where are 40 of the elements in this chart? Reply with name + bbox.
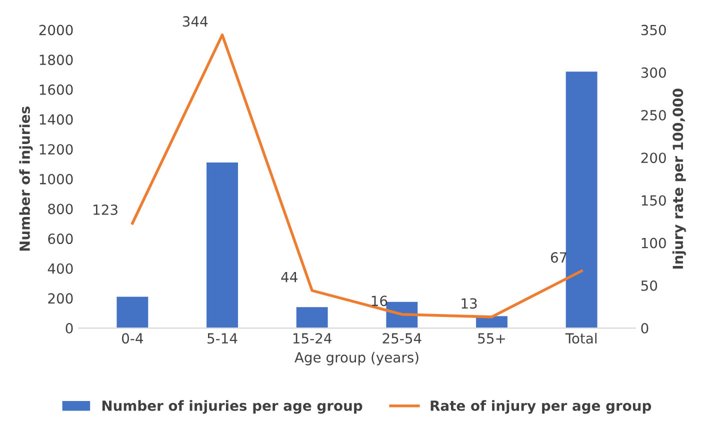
y2-tick-label: 300 (641, 67, 666, 78)
y2-tick-label: 150 (642, 195, 666, 206)
line-series (131, 34, 583, 318)
y2-tick-label: 0 (641, 322, 648, 334)
data-label: 16 (372, 296, 388, 306)
y-tick-label: 1200 (40, 144, 73, 155)
bar (566, 72, 598, 328)
bar (296, 307, 328, 328)
y-axis-title: Number of injuries (19, 106, 33, 251)
x-axis-title: Age group (years) (294, 352, 418, 366)
y-tick-label: 600 (48, 234, 73, 244)
y2-axis-title: Injury rate per 100,000 (672, 88, 686, 269)
x-tick-label: 5-14 (208, 333, 238, 344)
y-tick-label: 400 (48, 263, 73, 274)
y-tick-label: 1800 (40, 54, 73, 66)
y-tick-label: 1000 (40, 174, 73, 184)
y-tick-label: 800 (48, 204, 73, 214)
y2-tick-label: 350 (641, 24, 666, 36)
y2-tick-label: 250 (641, 110, 666, 120)
y-tick-label: 200 (48, 293, 73, 304)
bar (206, 162, 238, 328)
data-label: 44 (281, 272, 298, 282)
y-tick-label: 1600 (40, 84, 73, 95)
data-label: 344 (182, 16, 208, 27)
y-tick-label: 1400 (40, 114, 73, 125)
bar (116, 296, 148, 328)
y2-tick-label: 100 (642, 238, 666, 248)
x-tick-label: 25-54 (382, 333, 422, 344)
legend-label: Number of injuries per age group (102, 400, 362, 414)
x-tick-label: Total (565, 332, 596, 344)
y-tick-label: 0 (66, 322, 73, 334)
x-tick-label: 0-4 (122, 333, 143, 344)
x-tick-label: 55+ (478, 333, 505, 344)
data-label: 123 (94, 204, 118, 215)
y2-tick-label: 50 (641, 280, 658, 291)
data-label: 13 (462, 298, 477, 309)
y2-tick-label: 200 (641, 152, 666, 164)
y-tick-label: 2000 (39, 24, 73, 36)
x-tick-label: 15-24 (293, 333, 332, 344)
legend-label: Rate of injury per age group (430, 400, 652, 414)
